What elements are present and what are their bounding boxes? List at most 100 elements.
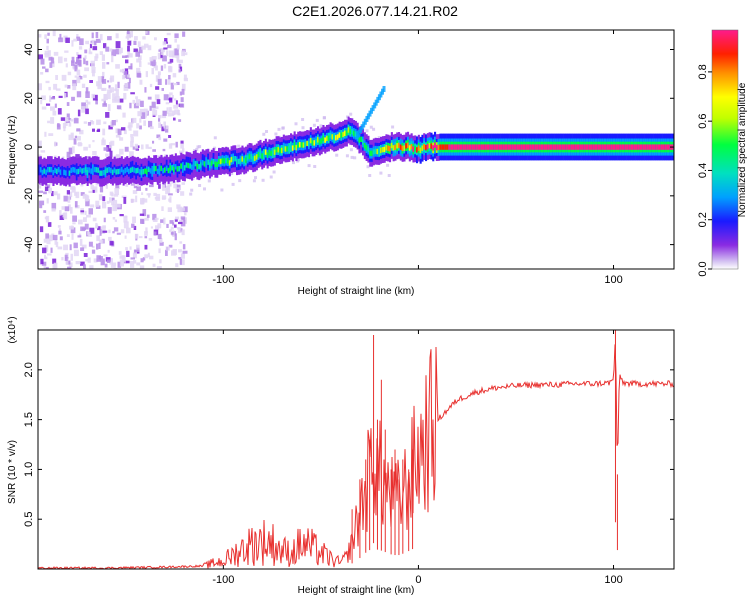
noise-speckle [156,134,161,139]
ridge-cell [497,144,500,150]
noise-speckle [66,113,70,119]
ridge-cell [489,144,492,150]
noise-speckle [182,250,188,254]
noise-speckle [95,99,98,105]
noise-speckle [350,155,354,159]
noise-speckle [106,145,112,152]
noise-speckle [180,140,184,144]
ridge-cell [232,156,235,162]
ridge-branch [363,118,367,125]
noise-speckle [179,150,184,155]
ridge-cell [108,167,111,173]
ridge-cell [95,167,98,173]
noise-speckle [102,225,106,228]
ridge-cell [416,147,419,153]
ridge-cell [655,144,658,150]
noise-speckle [93,186,98,193]
noise-speckle [126,260,130,264]
noise-speckle [128,65,133,70]
noise-speckle [132,190,138,194]
noise-speckle [48,234,53,242]
noise-speckle [47,32,50,36]
noise-speckle [41,95,46,101]
noise-speckle [190,188,194,192]
ridge-cell [657,144,660,150]
ridge-cell [257,151,260,158]
noise-speckle [85,104,89,110]
noise-speckle [107,89,112,93]
ridge-cell [74,167,77,173]
noise-speckle [174,109,179,115]
ridge-cell [423,144,426,150]
ridge-cell [214,161,217,167]
ridge-cell [448,144,451,150]
noise-speckle [39,200,45,206]
ridge-cell [583,144,586,150]
noise-speckle [179,103,185,108]
noise-speckle [41,106,47,110]
noise-speckle [130,92,135,95]
ridge-cell [626,144,629,150]
noise-speckle [85,91,90,98]
ridge-cell [77,168,80,175]
ridge-cell [389,146,392,152]
noise-speckle [167,94,171,99]
noise-speckle [319,124,323,128]
noise-speckle [162,41,167,46]
noise-speckle [162,148,166,152]
noise-speckle [198,145,202,149]
noise-speckle [136,58,142,63]
ridge-cell [205,159,208,166]
ridge-cell [151,168,154,175]
ridge-cell [311,140,314,146]
noise-speckle [147,96,152,100]
ridge-cell [135,168,138,174]
ridge-cell [221,157,224,164]
noise-speckle [102,230,108,233]
ridge-branch [366,113,370,120]
noise-speckle [196,145,200,149]
noise-speckle [353,156,357,160]
noise-speckle [80,261,85,266]
ridge-cell [275,147,278,153]
noise-speckle [40,99,43,105]
ridge-cell [378,148,381,155]
ridge-cell [385,145,388,151]
noise-speckle [111,200,114,206]
noise-speckle [166,50,169,57]
snr-x-tick-label: 0 [415,574,421,586]
noise-speckle [140,100,144,107]
ridge-cell [198,164,201,170]
figure-title: C2E1.2026.077.14.21.R02 [292,3,458,19]
noise-speckle [156,155,161,159]
noise-speckle [140,199,144,205]
noise-speckle [99,34,103,41]
spectrogram-frame [37,29,675,270]
noise-speckle [109,197,112,203]
noise-speckle [52,258,57,264]
noise-speckle [59,33,62,40]
noise-speckle [124,146,129,152]
noise-speckle [123,197,127,204]
noise-speckle [301,118,305,121]
ridge-cell [358,137,361,143]
noise-speckle [151,101,156,108]
noise-speckle [46,103,51,106]
noise-speckle [173,183,178,189]
noise-speckle [168,244,173,248]
noise-speckle [87,257,91,263]
noise-speckle [85,87,89,94]
ridge-cell [239,158,242,164]
noise-speckle [50,97,56,100]
noise-speckle [83,57,86,65]
noise-speckle [105,257,111,262]
noise-speckle [112,199,118,205]
ridge-branch [370,107,373,114]
noise-speckle [180,207,185,212]
noise-speckle [48,56,53,61]
noise-speckle [154,37,157,41]
noise-speckle [119,148,124,155]
ridge-cell [522,144,525,150]
noise-speckle [38,154,42,157]
noise-speckle [40,58,45,65]
